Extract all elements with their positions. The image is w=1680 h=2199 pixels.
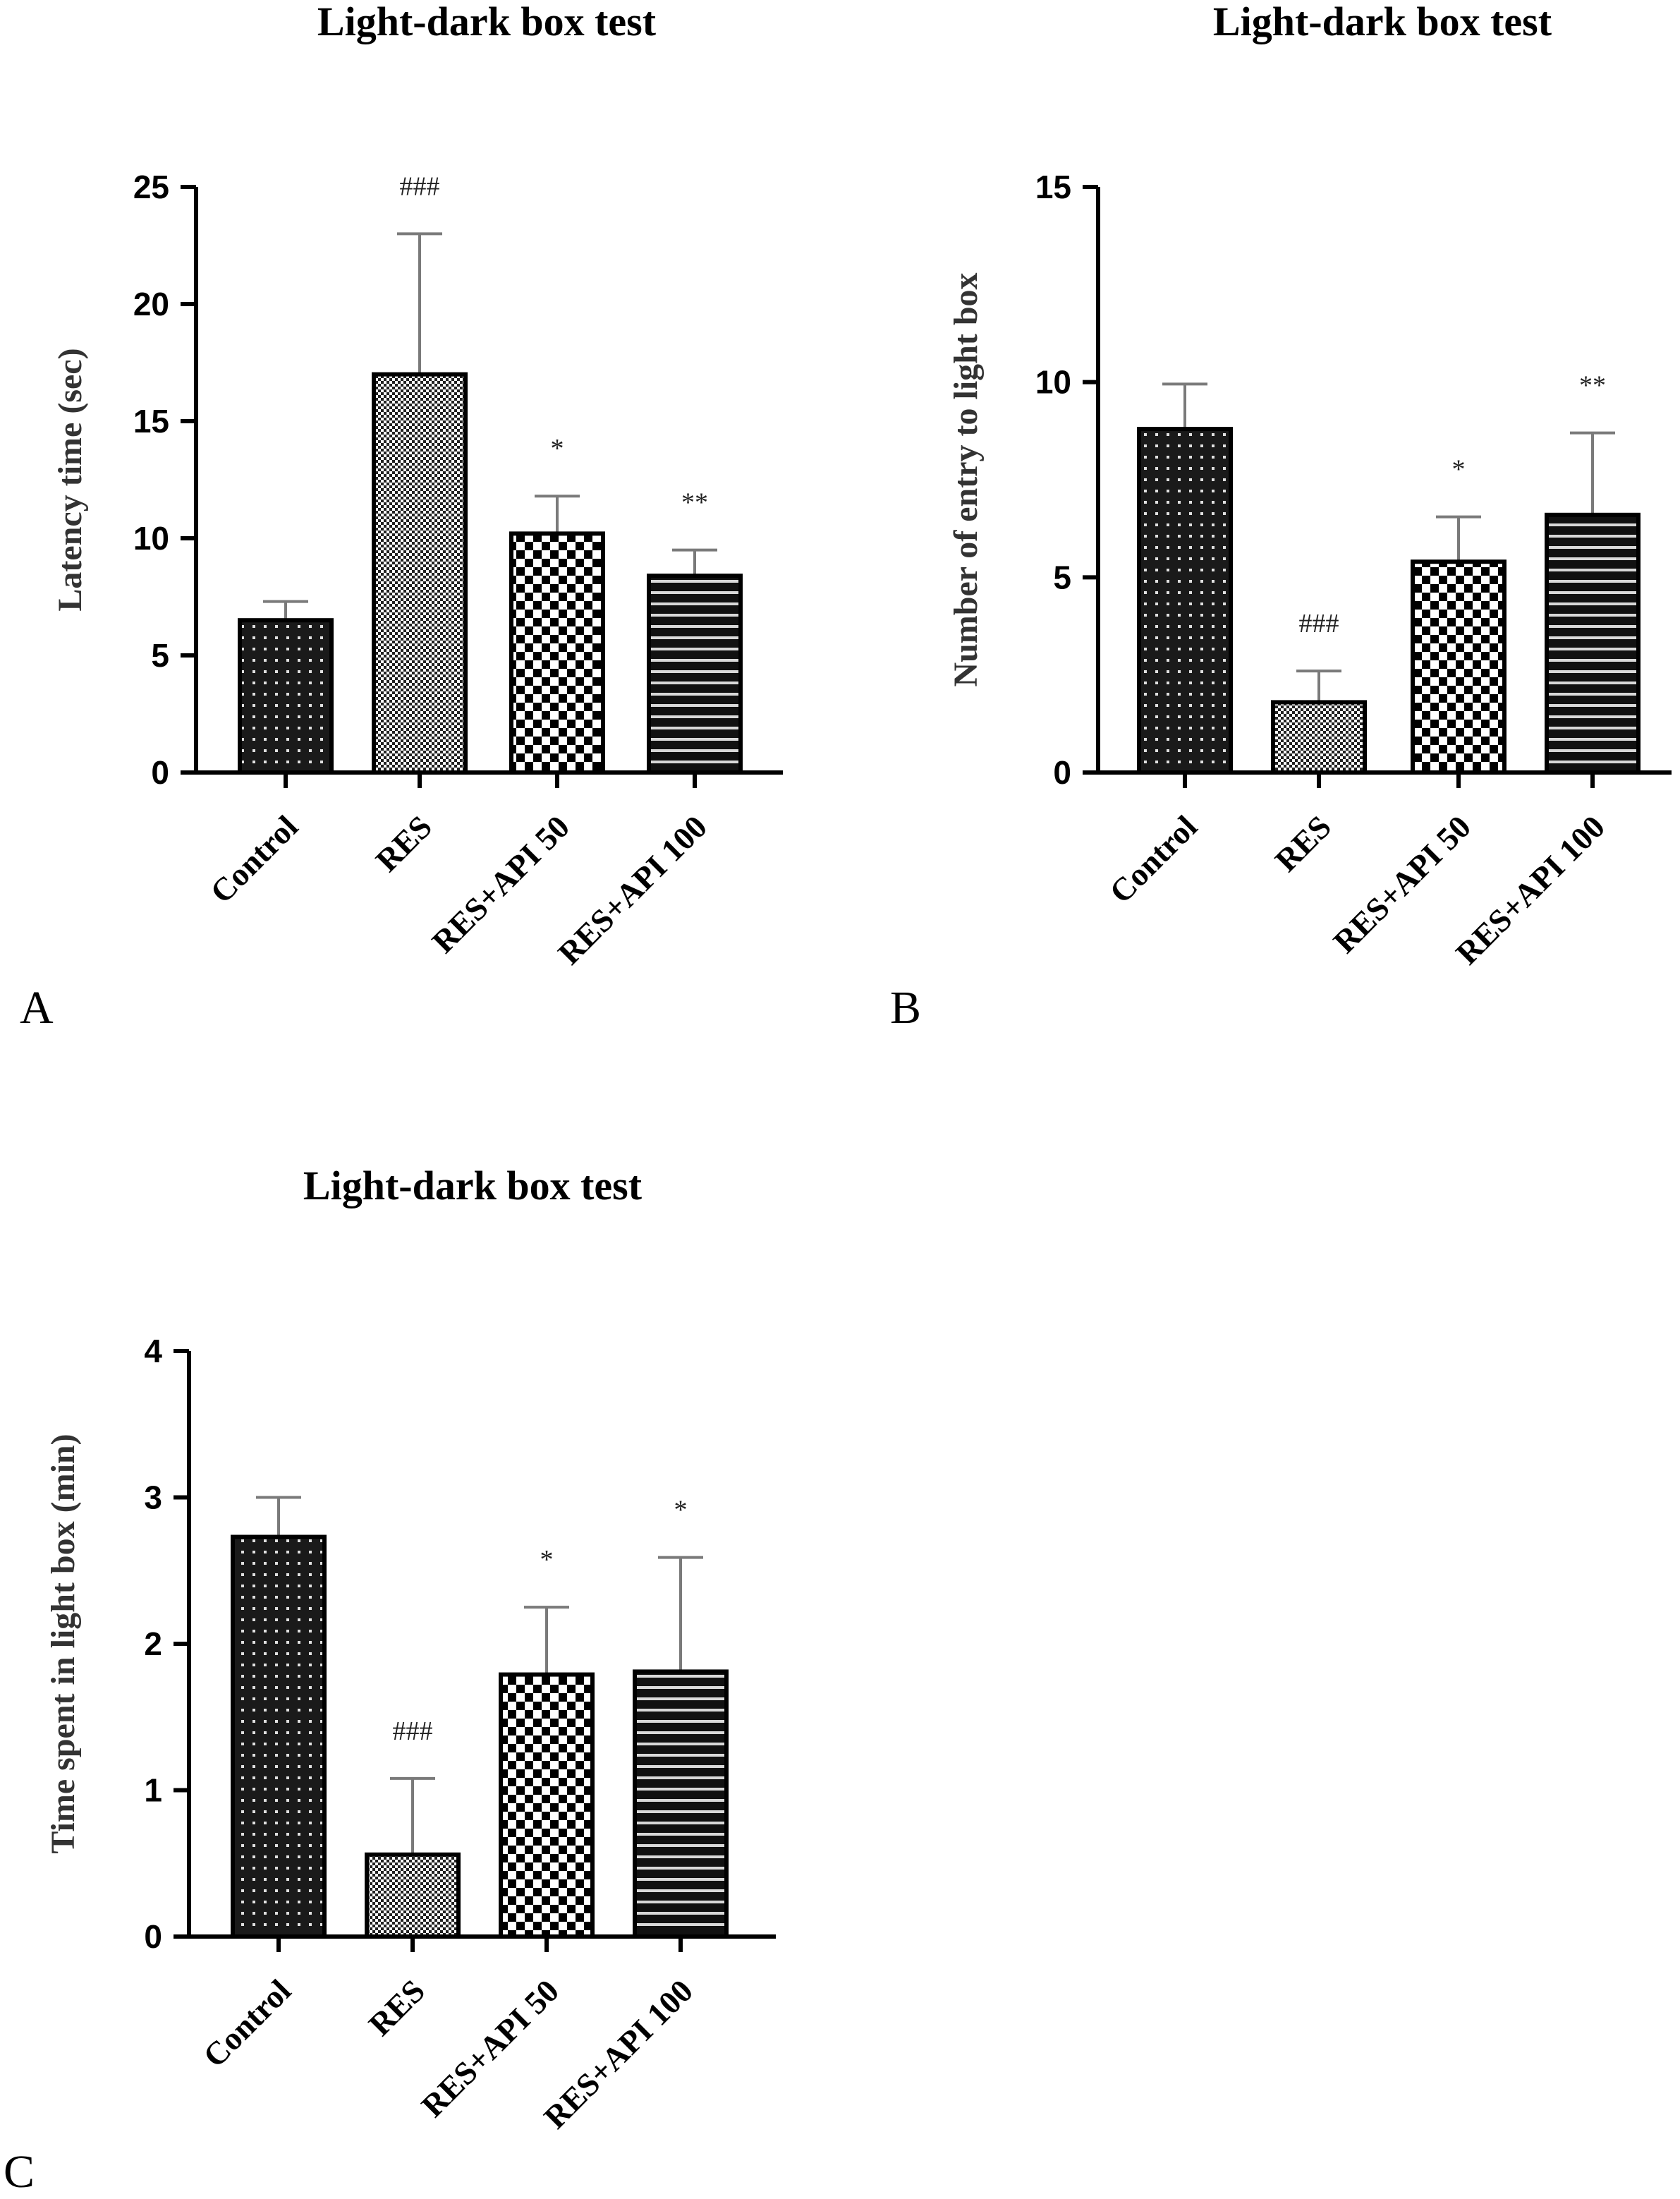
panel-c-category-label-2: RES+API 50	[415, 1973, 566, 2124]
panel-b-y-tick-label-0: 0	[1053, 754, 1071, 791]
panel-a-title: Light-dark box test	[317, 0, 657, 44]
panel-b-title: Light-dark box test	[1213, 0, 1552, 44]
panel-a-significance-1: ###	[400, 171, 440, 201]
panel-c-y-tick-label-3: 3	[144, 1479, 162, 1516]
panel-a-bar-2	[509, 531, 605, 775]
panel-a-y-tick-label-3: 15	[133, 403, 169, 440]
panel-c-bar-2	[499, 1672, 595, 1939]
panel-a-y-tick-label-1: 5	[151, 637, 169, 674]
panel-a-y-axis-label: Latency time (sec)	[51, 348, 89, 611]
panel-a-category-label-1: RES	[369, 808, 439, 878]
chart-panel-b: Light-dark box test B Number of entry to l…	[890, 0, 1672, 1034]
panel-a-bar-1	[372, 372, 468, 775]
panel-c-bar-1	[365, 1852, 461, 1939]
panel-c-significance-1: ###	[393, 1716, 433, 1746]
panel-c-y-tick-label-4: 4	[144, 1333, 162, 1369]
panel-b-letter: B	[890, 982, 921, 1034]
panel-c-y-axis-label: Time spent in light box (min)	[44, 1434, 82, 1853]
panel-c-bar-3	[633, 1669, 729, 1939]
panel-b-bar-3	[1545, 512, 1641, 775]
panel-c-title: Light-dark box test	[303, 1163, 643, 1208]
panel-a-category-label-0: Control	[203, 808, 305, 910]
panel-b-significance-3: **	[1579, 371, 1606, 401]
panel-c-category-label-1: RES	[362, 1973, 432, 2042]
panel-c-significance-2: *	[540, 1545, 554, 1575]
panel-b-significance-2: *	[1452, 455, 1466, 485]
panel-c-bar-0	[231, 1534, 327, 1939]
chart-panel-c: Light-dark box test C Time spent in light …	[4, 1163, 776, 2198]
panel-a-significance-2: *	[551, 434, 564, 464]
panel-a-y-tick-label-4: 20	[133, 286, 169, 322]
panel-b-bar-2	[1411, 559, 1506, 775]
panel-a-category-label-3: RES+API 100	[551, 808, 714, 971]
panel-c-letter: C	[4, 2146, 35, 2198]
panel-b-bar-1	[1271, 700, 1367, 775]
chart-panel-a: Light-dark box test A Latency time (sec) Co…	[20, 0, 783, 1034]
panel-a-y-tick-label-5: 25	[133, 169, 169, 205]
panel-a-y-tick-label-2: 10	[133, 520, 169, 557]
panel-a-y-tick-label-0: 0	[151, 754, 169, 791]
panel-a-category-label-2: RES+API 50	[425, 808, 577, 960]
panel-b-bar-0	[1137, 427, 1233, 775]
panel-b-category-label-1: RES	[1268, 808, 1338, 878]
panel-b-category-label-0: Control	[1102, 808, 1204, 910]
panel-a-letter: A	[20, 982, 54, 1034]
panel-c-y-tick-label-0: 0	[144, 1918, 162, 1955]
panel-b-y-tick-label-3: 15	[1035, 169, 1071, 205]
panel-b-y-tick-label-1: 5	[1053, 559, 1071, 595]
panel-b-y-axis-label: Number of entry to light box	[947, 272, 985, 686]
panel-b-category-label-2: RES+API 50	[1327, 808, 1478, 960]
panel-c-category-label-0: Control	[196, 1973, 298, 2074]
panel-c-significance-3: *	[674, 1496, 688, 1525]
panel-b-y-tick-label-2: 10	[1035, 364, 1071, 401]
panel-c-y-tick-label-1: 1	[144, 1772, 162, 1809]
panel-a-bar-0	[238, 618, 334, 775]
panel-a-significance-3: **	[681, 488, 708, 518]
panel-c-y-tick-label-2: 2	[144, 1625, 162, 1662]
panel-a-bar-3	[647, 574, 743, 775]
panel-b-significance-1: ###	[1299, 609, 1339, 638]
